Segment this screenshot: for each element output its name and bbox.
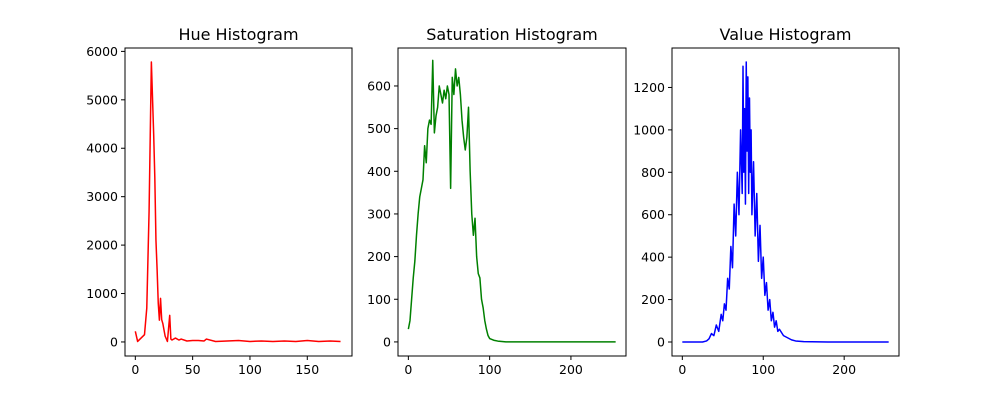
saturation-x-tick-label: 200: [559, 362, 583, 377]
value-y-tick-label: 600: [641, 207, 665, 222]
saturation-y-tick-label: 200: [367, 249, 391, 264]
saturation-histogram-title: Saturation Histogram: [426, 25, 598, 44]
hue-histogram-title: Hue Histogram: [178, 25, 298, 44]
saturation-series-line: [407, 59, 616, 343]
value-x-tick-label: 0: [678, 362, 686, 377]
value-y-tick-label: 1200: [633, 80, 665, 95]
hue-histogram-panel: Hue Histogram 0 50 100 150 0 1000 2000 3000 4000…: [86, 25, 353, 377]
saturation-y-tick-label: 500: [367, 121, 391, 136]
saturation-y-tick-label: 0: [383, 334, 391, 349]
saturation-axes-frame: [397, 47, 627, 357]
value-y-tick-label: 400: [641, 250, 665, 265]
saturation-y-tick-label: 300: [367, 206, 391, 221]
value-x-tick-label: 100: [751, 362, 775, 377]
value-y-tick-label: 1000: [633, 122, 665, 137]
hue-x-tick-label: 0: [131, 362, 139, 377]
hue-x-tick-label: 150: [295, 362, 319, 377]
value-y-tick-label: 0: [657, 335, 665, 350]
hue-y-tick-label: 1000: [86, 286, 118, 301]
value-x-tick-label: 200: [832, 362, 856, 377]
value-histogram-panel: Value Histogram 0 100 200 0 200 400 600 800 1000…: [633, 25, 900, 377]
saturation-y-tick-label: 400: [367, 164, 391, 179]
hue-y-tick-label: 0: [110, 334, 118, 349]
saturation-y-tick-label: 100: [367, 292, 391, 307]
hue-y-tick-label: 3000: [86, 189, 118, 204]
hue-y-tick-label: 6000: [86, 44, 118, 59]
value-histogram-title: Value Histogram: [719, 25, 851, 44]
saturation-y-tick-label: 600: [367, 78, 391, 93]
value-y-tick-label: 800: [641, 165, 665, 180]
hue-y-tick-label: 5000: [86, 92, 118, 107]
saturation-histogram-panel: Saturation Histogram 0 100 200 0 100 200 300 40…: [367, 25, 627, 377]
saturation-x-tick-label: 100: [478, 362, 502, 377]
hue-axes-frame: [124, 47, 353, 357]
hue-x-tick-label: 50: [185, 362, 201, 377]
value-axes-frame: [671, 47, 900, 357]
saturation-x-tick-label: 0: [404, 362, 412, 377]
hue-y-tick-label: 2000: [86, 238, 118, 253]
value-y-tick-label: 200: [641, 292, 665, 307]
hue-y-tick-label: 4000: [86, 141, 118, 156]
value-series-line: [682, 61, 889, 343]
hue-series-line: [134, 61, 341, 343]
hue-x-tick-label: 100: [238, 362, 262, 377]
